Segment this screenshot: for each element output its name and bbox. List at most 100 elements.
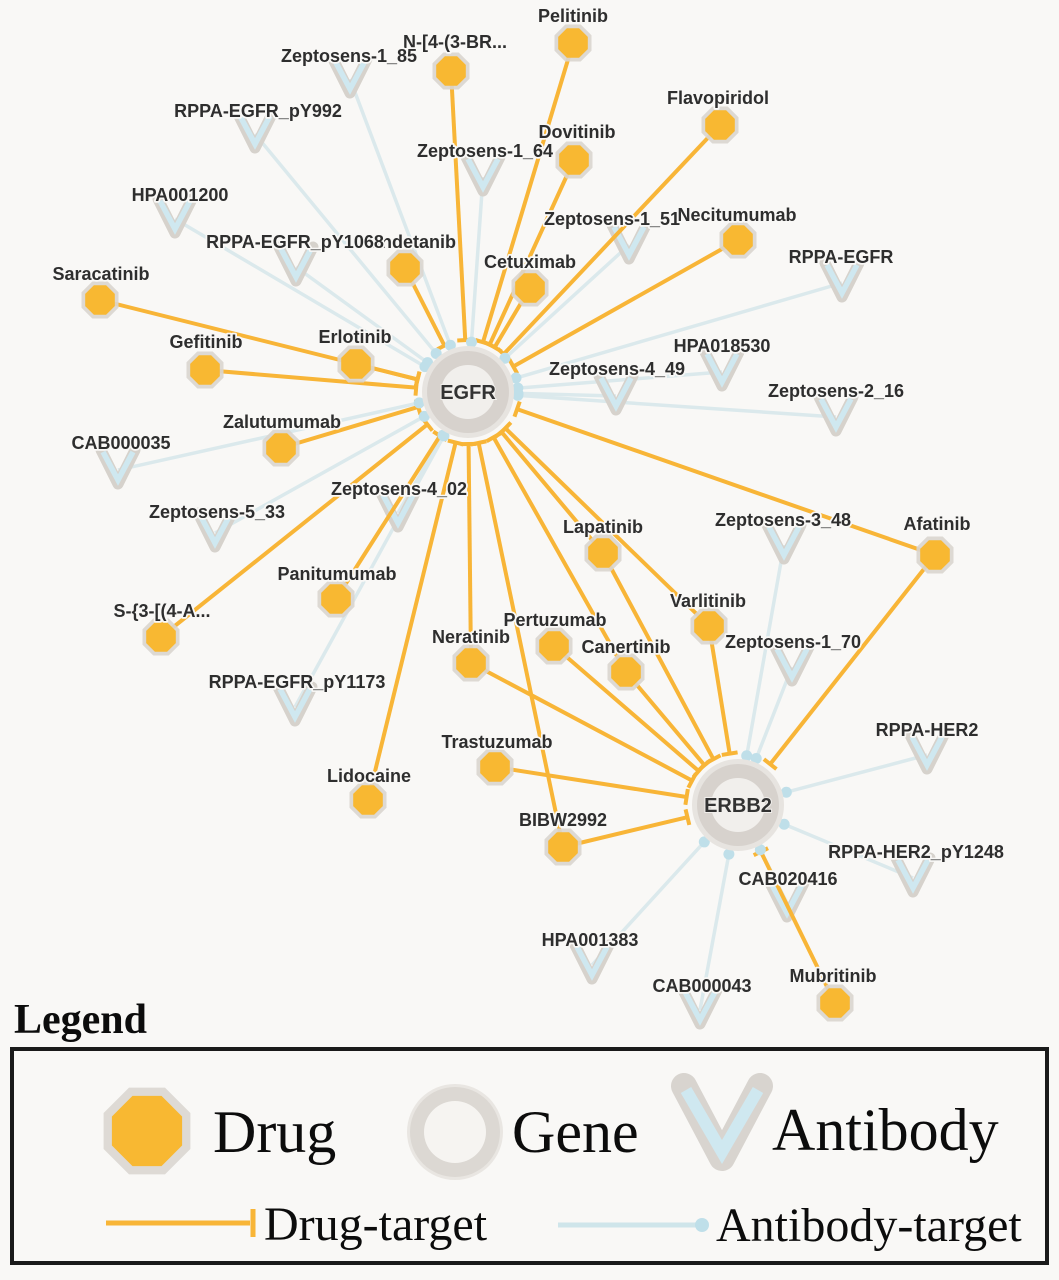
drug-target-edge-gefitinib-egfr (204, 368, 417, 390)
antibody-node-zeptosens-1-64[interactable] (460, 151, 506, 197)
drug-target-edge-lidocaine-egfr (366, 442, 458, 801)
antibody-label-zeptosens-2-16: Zeptosens-2_16 (768, 381, 904, 401)
drug-node-gefitinib[interactable] (186, 351, 224, 389)
edge-dot-hpa001383 (698, 836, 710, 848)
antibody-node-rppa-egfr-py1068[interactable] (273, 241, 319, 287)
edge-dot-zeptosens-1-85 (444, 339, 456, 351)
drug-target-tee-bibw2992-erbb2 (683, 808, 692, 826)
antibody-label-zeptosens-4-49: Zeptosens-4_49 (549, 359, 685, 379)
antibody-node-cab000043[interactable] (677, 984, 723, 1030)
drug-node-flavopiridol[interactable] (701, 106, 739, 144)
antibody-node-zeptosens-1-85[interactable] (327, 53, 373, 99)
drug-target-tee-erlotinib-egfr (413, 371, 422, 388)
drug-target-edge-lapatinib-egfr (499, 430, 605, 555)
antibody-node-zeptosens-4-49[interactable] (593, 370, 639, 416)
antibody-node-cab000035[interactable] (95, 444, 141, 490)
drug-target-tee-afatinib-erbb2 (762, 757, 778, 771)
drug-node-panitumumab[interactable] (317, 580, 355, 618)
drug-octagon-icon (515, 273, 545, 303)
drug-node-dovitinib[interactable] (555, 141, 593, 179)
edge-endpoint-dots-layer (413, 336, 792, 860)
drug-node-pertuzumab[interactable] (535, 627, 573, 665)
antibody-label-rppa-egfr-py1068: RPPA-EGFR_pY1068 (206, 232, 384, 252)
gene-node-erbb2[interactable]: ERBB2 (692, 759, 784, 851)
drug-node-mubritinib[interactable] (816, 984, 854, 1022)
drug-node-neratinib[interactable] (452, 644, 490, 682)
antibody-label-rppa-her2: RPPA-HER2 (876, 720, 979, 740)
antibody-chevron-icon (611, 225, 647, 261)
antibody-target-edge-zeptosens-5-33-egfr (214, 414, 426, 535)
antibody-node-rppa-egfr-py1173[interactable] (272, 681, 318, 727)
antibody-target-edge-zeptosens-1-51-egfr (503, 243, 631, 360)
edge-dot-zeptosens-2-16 (512, 389, 524, 401)
drug-node-lapatinib[interactable] (584, 534, 622, 572)
drug-octagon-icon (480, 752, 510, 782)
drug-node-afatinib[interactable] (916, 536, 954, 574)
antibody-node-rppa-her2-py1248[interactable] (890, 852, 936, 898)
drug-label-varlitinib: Varlitinib (670, 591, 746, 611)
drug-node-necitumumab[interactable] (719, 221, 757, 259)
drug-target-edge-mubritinib-erbb2 (759, 850, 837, 1004)
antibody-node-hpa001200[interactable] (152, 193, 198, 239)
drug-target-edge-trastuzumab-erbb2 (494, 765, 687, 799)
drug-node-s-3-4-a[interactable] (142, 618, 180, 656)
drug-node-lidocaine[interactable] (349, 781, 387, 819)
drug-node-pelitinib[interactable] (554, 24, 592, 62)
edge-dot-cab000043 (723, 848, 735, 860)
drug-label-canertinib: Canertinib (581, 637, 670, 657)
antibody-target-edge-rppa-egfr-py1173-egfr (293, 434, 446, 708)
drug-node-cetuximab[interactable] (511, 269, 549, 307)
node-labels-layer: Pelitinib N-[4-(3-BR... Dovitinib Flavopiri… (51, 4, 1006, 998)
antibody-label-hpa001383: HPA001383 (542, 930, 639, 950)
drug-node-vandetanib[interactable] (386, 249, 424, 287)
drug-target-edge-canertinib-egfr (491, 436, 628, 673)
gene-node-egfr[interactable]: EGFR (422, 346, 514, 438)
drug-target-edge-pelitinib-egfr (481, 42, 575, 343)
gene-label: ERBB2 (704, 795, 772, 817)
edge-dot-rppa-egfr-py1068 (422, 357, 434, 369)
antibody-node-zeptosens-3-48[interactable] (761, 519, 807, 565)
antibody-node-hpa018530[interactable] (699, 346, 745, 392)
drug-node-zalutumumab[interactable] (262, 429, 300, 467)
drug-node-erlotinib[interactable] (337, 345, 375, 383)
gene-inner (711, 778, 765, 832)
drug-node-n-4-3-br[interactable] (432, 52, 470, 90)
antibody-node-cab020416[interactable] (764, 877, 810, 923)
drug-node-varlitinib[interactable] (690, 607, 728, 645)
antibody-label-zeptosens-1-64: Zeptosens-1_64 (417, 141, 553, 161)
antibody-target-edge-swatch (558, 1218, 709, 1232)
drug-target-tee-canertinib-egfr (485, 431, 502, 443)
legend-antibody-target-label: Antibody-target (716, 1199, 1022, 1252)
antibody-node-zeptosens-5-33[interactable] (192, 507, 238, 553)
drug-label-flavopiridol: Flavopiridol (667, 88, 769, 108)
antibody-chevron-icon (278, 247, 314, 283)
drug-node-bibw2992[interactable] (544, 828, 582, 866)
drug-node-trastuzumab[interactable] (476, 748, 514, 786)
edge-dot-rppa-her2 (780, 786, 792, 798)
antibody-node-rppa-her2[interactable] (904, 729, 950, 775)
antibody-label-rppa-egfr: RPPA-EGFR (789, 247, 894, 267)
drug-node-canertinib[interactable] (607, 653, 645, 691)
drug-node-saracatinib[interactable] (81, 281, 119, 319)
drug-target-edge-bibw2992-erbb2 (562, 815, 688, 849)
antibody-chevron-icon (332, 59, 368, 95)
antibody-target-edge-cab000043-erbb2 (698, 853, 731, 1011)
antibody-node-rppa-egfr[interactable] (819, 257, 865, 303)
antibody-node-zeptosens-2-16[interactable] (813, 391, 859, 437)
drug-label-trastuzumab: Trastuzumab (441, 732, 552, 752)
antibody-node-zeptosens-1-70[interactable] (769, 641, 815, 687)
drug-target-tee-trastuzumab-erbb2 (683, 788, 690, 806)
antibody-nodes-layer (95, 53, 950, 1030)
antibody-chevron-icon (682, 990, 718, 1026)
drug-label-lidocaine: Lidocaine (327, 766, 411, 786)
antibody-node-hpa001383[interactable] (569, 939, 615, 985)
drug-label-zalutumumab: Zalutumumab (223, 412, 341, 432)
drug-octagon-icon (353, 785, 383, 815)
drug-octagon-icon (266, 433, 296, 463)
antibody-node-rppa-egfr-py992[interactable] (232, 108, 278, 154)
legend: Legend Drug Gene Antibody Drug-target (10, 997, 1049, 1265)
antibody-label-rppa-egfr-py992: RPPA-EGFR_pY992 (174, 101, 342, 121)
antibody-node-zeptosens-4-02[interactable] (375, 487, 421, 533)
antibody-target-edge-zeptosens-2-16-egfr (517, 393, 837, 419)
